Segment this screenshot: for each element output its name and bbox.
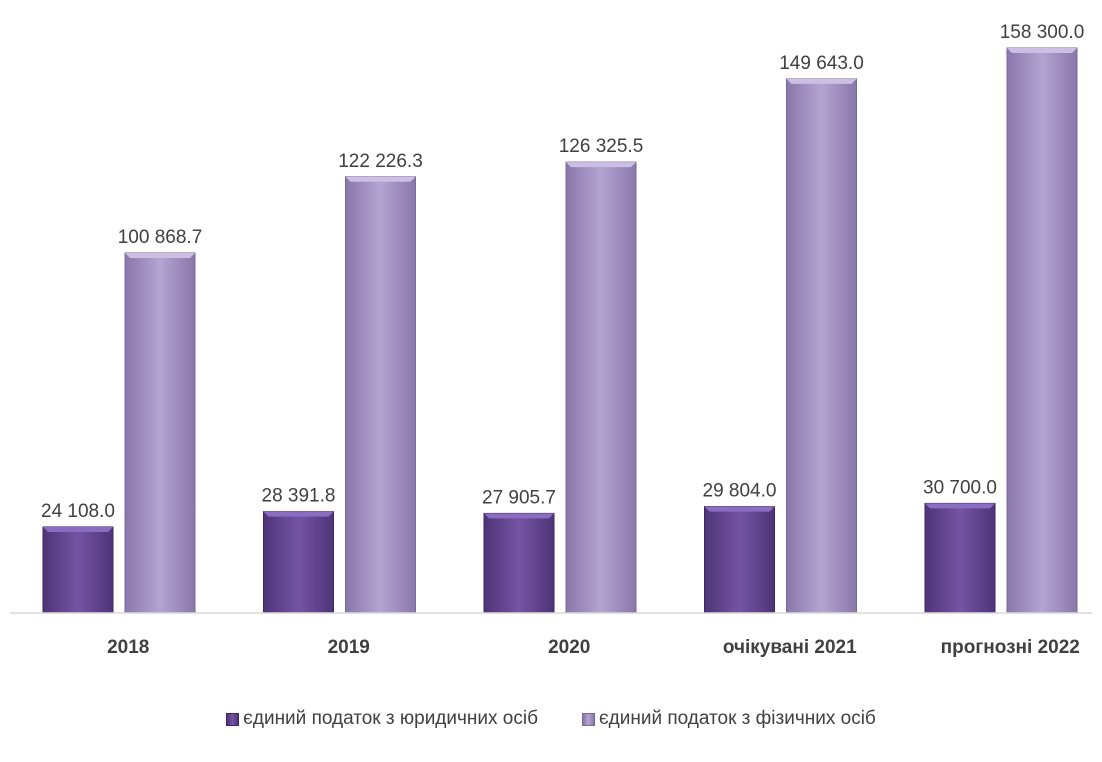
category-label-0: 2018 <box>107 637 149 658</box>
bar-s1-2 <box>565 161 637 614</box>
data-label-s0-3: 29 804.0 <box>703 481 777 502</box>
data-label-s1-3: 149 643.0 <box>779 53 864 74</box>
bar-s1-1 <box>345 176 416 614</box>
bar-bevel-s1-1 <box>345 176 416 182</box>
bar-bevel-s1-4 <box>1007 48 1077 53</box>
bar-s0-2 <box>483 512 555 614</box>
bar-bevel-s1-0 <box>125 252 195 258</box>
data-labels-group: 24 108.0 100 868.7 28 391.8 122 226.3 27 905… <box>41 22 1084 522</box>
data-label-s1-1: 122 226.3 <box>338 151 423 172</box>
legend: єдиний податок з юридичних осіб єдиний п… <box>0 708 1102 730</box>
data-label-s0-0: 24 108.0 <box>41 501 115 522</box>
bar-s0-1 <box>263 511 334 614</box>
bar-s0-4 <box>924 502 996 614</box>
category-label-2: 2020 <box>548 637 590 658</box>
legend-label-legal: єдиний податок з юридичних осіб <box>243 708 538 729</box>
category-label-1: 2019 <box>328 637 370 658</box>
legend-swatch-individual <box>581 712 595 726</box>
bar-bevel-s1-3 <box>786 78 857 84</box>
data-label-s0-4: 30 700.0 <box>923 477 997 498</box>
category-label-3: очікувані 2021 <box>723 637 857 658</box>
data-label-s1-0: 100 868.7 <box>118 227 203 248</box>
bar-s0-0 <box>42 526 114 614</box>
bar-chart: 24 108.0 100 868.7 28 391.8 122 226.3 27 905… <box>10 22 1092 658</box>
bar-s1-3 <box>786 78 857 614</box>
category-labels-group: 2018 2019 2020 очікувані 2021 прогнозні 2022 <box>107 637 1080 658</box>
bar-bevel-s0-0 <box>43 526 113 532</box>
bar-bevel-s0-1 <box>263 511 334 517</box>
bar-s0-3 <box>704 506 775 614</box>
bar-bevel-s0-2 <box>484 513 554 519</box>
bars-group <box>42 47 1078 614</box>
bar-bevel-s0-3 <box>704 506 775 512</box>
legend-item-individual: єдиний податок з фізичних осіб <box>581 708 876 730</box>
data-label-s1-2: 126 325.5 <box>559 136 644 157</box>
legend-swatch-legal <box>226 712 240 726</box>
data-label-s0-1: 28 391.8 <box>262 486 336 507</box>
category-label-4: прогнозні 2022 <box>941 637 1080 658</box>
bar-s1-4 <box>1006 47 1078 614</box>
data-label-s0-2: 27 905.7 <box>482 487 556 508</box>
data-label-s1-4: 158 300.0 <box>1000 22 1085 43</box>
legend-label-individual: єдиний податок з фізичних осіб <box>598 708 876 729</box>
legend-item-legal: єдиний податок з юридичних осіб <box>226 708 538 730</box>
bar-bevel-s1-2 <box>566 162 636 168</box>
bar-s1-0 <box>124 252 196 614</box>
bar-bevel-s0-4 <box>925 503 995 509</box>
